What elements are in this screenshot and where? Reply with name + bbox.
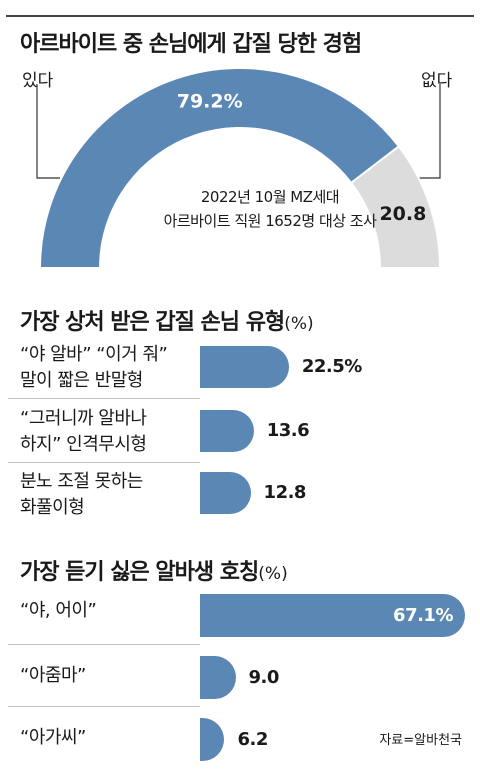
category-label: “그러니까 알바나 하지” 인격무시형: [20, 406, 147, 458]
bar-chart-2-unit: (%): [258, 564, 288, 584]
category-label-line: “야 알바” “이거 줘”: [20, 344, 168, 365]
bar-value-label: 6.2: [237, 728, 268, 750]
top-rule: [6, 15, 474, 17]
row-divider: [8, 462, 200, 463]
donut-caption-line-1: 2022년 10월 MZ세대: [200, 188, 340, 206]
bar-chart-1-unit: (%): [284, 314, 314, 334]
bar-value-label: 12.8: [263, 482, 307, 503]
category-label: “아줌마”: [20, 665, 86, 686]
leader-line-yes: [36, 84, 60, 179]
donut-value-label: 20.8: [379, 203, 426, 225]
bar-chart-2-title-text: 가장 듣기 싫은 알바생 호칭: [20, 560, 259, 585]
bar: [200, 410, 254, 452]
category-label: 분노 조절 못하는 화풀이형: [20, 469, 143, 521]
bar: [200, 594, 465, 637]
row-divider: [8, 644, 200, 645]
category-label: “야, 어이”: [20, 600, 97, 621]
category-label-line: “그러니까 알바나: [20, 408, 147, 429]
category-label: “야 알바” “이거 줘” 말이 짧은 반말형: [20, 342, 168, 394]
legend-no: 없다: [421, 71, 453, 91]
source-note: 자료=알바천국: [379, 733, 462, 748]
bar-chart-1-title: 가장 상처 받은 갑질 손님 유형(%): [20, 304, 314, 336]
row-divider: [8, 398, 200, 399]
bar: [200, 346, 289, 388]
donut-slice: [38, 67, 401, 269]
category-label-line: 하지” 인격무시형: [20, 434, 147, 455]
row-divider: [8, 706, 200, 707]
bar-value-label: 67.1%: [393, 604, 453, 626]
donut-slice: [349, 145, 442, 269]
category-label-line: 말이 짧은 반말형: [20, 370, 143, 391]
bar: [200, 718, 225, 761]
donut-chart: 79.2% 20.8: [36, 67, 442, 269]
bar: [200, 656, 236, 699]
category-label-line: 분노 조절 못하는: [20, 471, 143, 492]
donut-caption-line-2: 아르바이트 직원 1652명 대상 조사: [163, 212, 377, 230]
bar-chart-1-title-text: 가장 상처 받은 갑질 손님 유형: [20, 310, 285, 335]
category-label: “아가씨”: [20, 727, 86, 748]
bar: [200, 472, 251, 514]
donut-chart-title: 아르바이트 중 손님에게 갑질 당한 경험: [20, 32, 362, 57]
donut-value-label: 79.2%: [177, 91, 243, 113]
leader-line-no: [418, 84, 441, 179]
legend-yes: 있다: [22, 71, 54, 91]
bar-value-label: 9.0: [248, 666, 280, 688]
bar-value-label: 22.5%: [301, 356, 362, 377]
bar-value-label: 13.6: [266, 420, 310, 441]
bar-chart-2-title: 가장 듣기 싫은 알바생 호칭(%): [20, 554, 288, 586]
category-label-line: 화풀이형: [20, 497, 85, 518]
